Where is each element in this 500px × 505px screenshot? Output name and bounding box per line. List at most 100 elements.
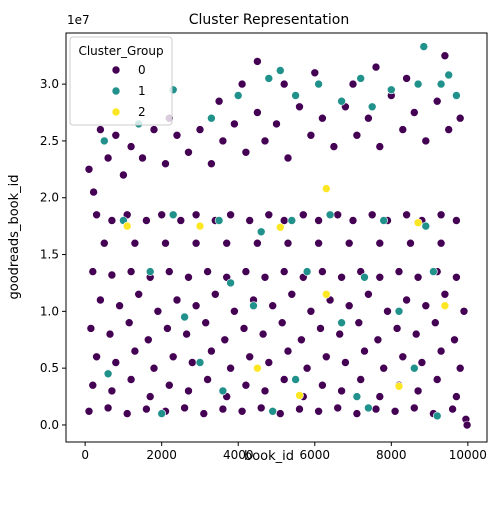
data-point-cluster-0 [172,131,182,140]
data-point-cluster-0 [452,392,461,401]
data-point-cluster-0 [352,409,362,418]
data-point-cluster-0 [283,153,293,163]
data-point-cluster-0 [430,318,440,328]
data-point-cluster-2 [295,391,304,400]
data-point-cluster-0 [180,403,189,413]
data-point-cluster-0 [253,108,262,117]
x-axis-ticks: 0 2000 4000 6000 8000 10000 [81,442,487,462]
data-point-cluster-0 [153,306,163,316]
data-point-cluster-0 [373,335,383,345]
data-point-cluster-1 [421,221,431,231]
data-point-cluster-0 [245,352,254,362]
data-point-cluster-0 [182,329,191,339]
data-point-cluster-1 [364,403,373,413]
data-point-cluster-0 [337,386,346,396]
y-tick-label: 0.5 [40,361,59,375]
data-point-cluster-0 [105,329,115,339]
data-point-cluster-1 [409,363,419,373]
data-point-cluster-0 [440,289,450,299]
data-point-cluster-0 [124,318,134,328]
data-point-cluster-1 [195,358,205,367]
legend-entries: 0 1 2 [111,63,146,119]
data-point-cluster-0 [392,324,402,333]
data-point-cluster-1 [379,216,389,225]
data-point-cluster-1 [264,74,274,83]
data-point-cluster-1 [218,386,228,396]
data-point-cluster-0 [375,238,385,248]
y-tick-label: 1.5 [40,248,59,262]
data-point-cluster-1 [413,79,423,89]
data-point-cluster-0 [459,306,469,316]
data-point-cluster-0 [344,301,354,311]
data-point-cluster-0 [111,358,121,367]
legend-title: Cluster_Group [78,44,163,58]
x-tick-label: 2000 [146,448,177,462]
data-point-cluster-0 [256,403,266,413]
data-point-cluster-0 [241,267,251,276]
data-point-cluster-0 [230,306,239,316]
data-point-cluster-0 [100,238,109,248]
data-point-cluster-0 [436,238,446,248]
legend-label: 1 [138,84,146,98]
data-point-cluster-0 [142,216,151,225]
data-point-cluster-0 [260,386,270,396]
data-point-cluster-2 [253,363,262,373]
data-point-cluster-0 [103,403,113,413]
data-point-cluster-1 [287,216,297,225]
data-point-cluster-1 [249,301,258,311]
data-point-cluster-0 [295,404,304,414]
data-point-cluster-0 [149,363,159,373]
data-point-cluster-0 [279,375,289,384]
data-point-cluster-0 [226,210,235,220]
y-tick-label: 2.0 [40,191,59,205]
data-point-cluster-0 [163,324,172,333]
data-point-cluster-0 [237,79,247,89]
data-point-cluster-0 [86,324,96,333]
x-tick-label: 6000 [299,448,330,462]
data-point-cluster-0 [107,270,117,280]
data-point-cluster-0 [318,267,327,276]
data-point-cluster-0 [314,406,323,416]
data-point-cluster-0 [402,210,411,220]
data-point-cluster-0 [277,318,287,328]
data-point-cluster-0 [432,96,442,106]
data-point-cluster-0 [188,358,197,367]
data-point-cluster-0 [191,238,201,248]
data-point-cluster-0 [321,352,331,362]
data-point-cluster-0 [115,301,124,311]
data-point-cluster-0 [161,159,170,168]
data-point-cluster-0 [122,409,132,418]
data-point-cluster-0 [165,267,174,276]
data-point-cluster-0 [364,289,373,299]
data-point-cluster-1 [367,102,377,112]
data-point-cluster-0 [264,358,274,367]
data-point-cluster-1 [444,70,454,80]
data-point-cluster-0 [268,301,278,311]
data-point-cluster-0 [92,210,101,220]
data-point-cluster-1 [291,375,300,384]
data-point-cluster-0 [314,238,323,248]
data-point-cluster-2 [413,218,423,227]
data-point-cluster-0 [142,404,151,414]
data-point-cluster-0 [341,358,350,367]
data-point-cluster-0 [203,267,212,276]
x-tick-label: 8000 [376,448,407,462]
data-point-cluster-1 [432,411,442,421]
data-point-cluster-0 [203,375,212,384]
data-point-cluster-2 [394,381,404,391]
data-point-cluster-0 [302,363,312,373]
data-point-cluster-0 [279,267,289,276]
data-point-cluster-0 [130,238,140,248]
data-point-cluster-0 [283,238,293,248]
data-point-cluster-0 [440,51,450,61]
data-point-cluster-0 [253,57,262,66]
data-point-cluster-0 [337,272,346,282]
data-point-cluster-0 [222,238,231,248]
data-point-cluster-0 [245,216,254,225]
data-point-cluster-2 [321,184,331,193]
data-point-cluster-0 [297,335,306,345]
data-point-cluster-0 [92,352,101,362]
data-point-cluster-0 [348,79,358,89]
data-point-cluster-0 [144,335,153,345]
data-point-cluster-0 [413,386,423,396]
